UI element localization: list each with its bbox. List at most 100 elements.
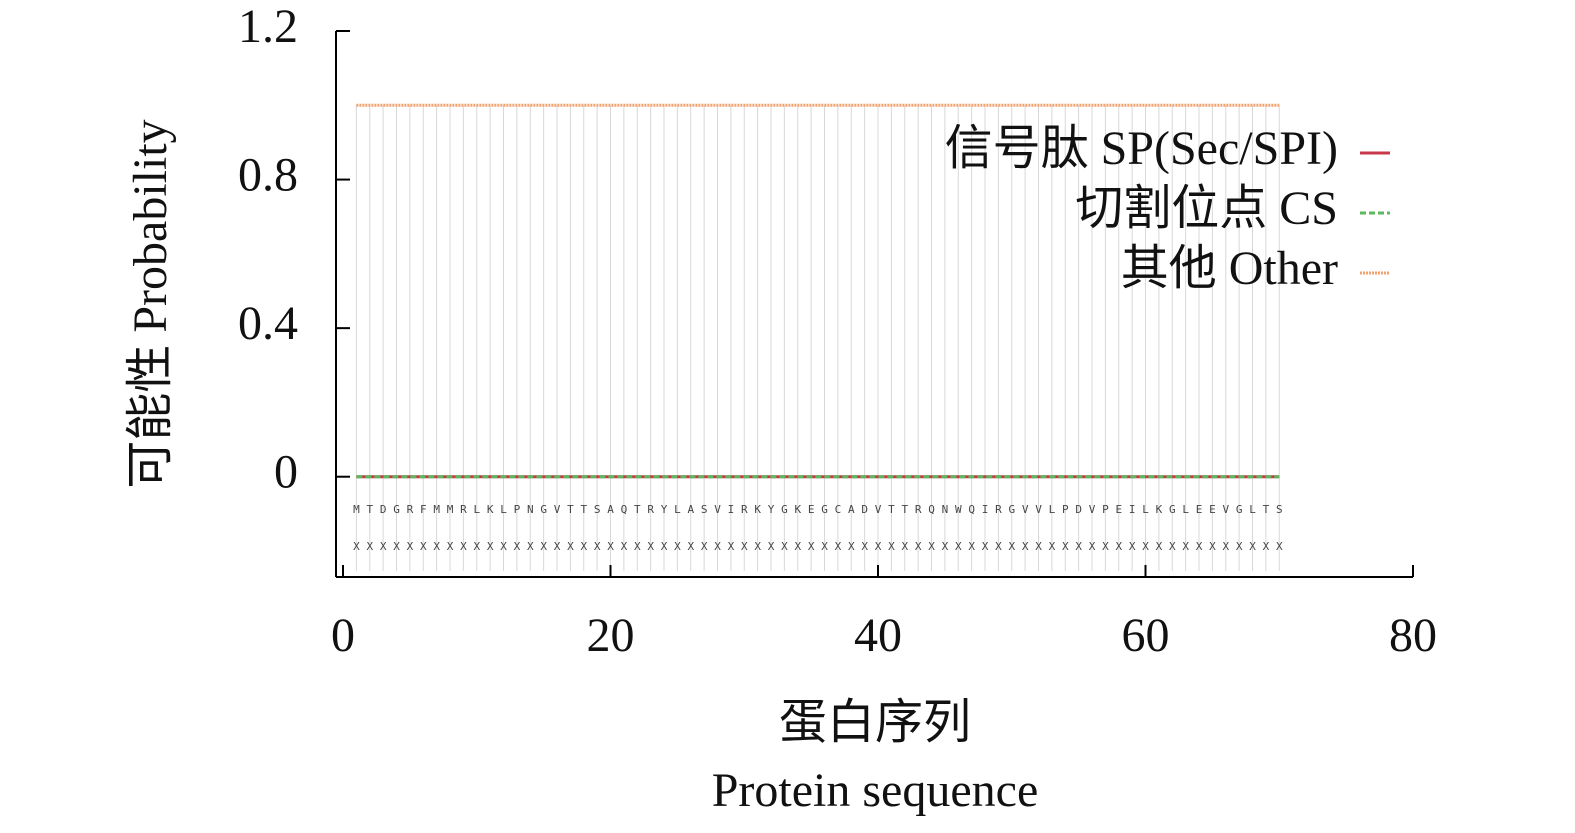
- annotation-label: X: [1035, 540, 1042, 553]
- annotation-label: X: [1089, 540, 1096, 553]
- annotation-label: X: [1222, 540, 1229, 553]
- residue-label: D: [861, 503, 868, 516]
- residue-label: P: [1102, 503, 1109, 516]
- annotation-label: X: [447, 540, 454, 553]
- residue-label: A: [607, 503, 614, 516]
- x-tick-label: 20: [587, 609, 635, 662]
- residue-label: V: [554, 503, 561, 516]
- residue-label: S: [1276, 503, 1283, 516]
- annotation-label: X: [366, 540, 373, 553]
- annotation-label: X: [460, 540, 467, 553]
- residue-label: E: [1196, 503, 1203, 516]
- annotation-label: X: [955, 540, 962, 553]
- annotation-label: X: [701, 540, 708, 553]
- annotation-label: X: [1263, 540, 1270, 553]
- residue-label: T: [567, 503, 574, 516]
- annotation-label: X: [527, 540, 534, 553]
- annotation-label: X: [393, 540, 400, 553]
- annotation-label: X: [1129, 540, 1136, 553]
- residue-label: P: [514, 503, 521, 516]
- annotation-label: X: [835, 540, 842, 553]
- residue-label: N: [942, 503, 949, 516]
- annotation-label: X: [487, 540, 494, 553]
- residue-label: A: [848, 503, 855, 516]
- residue-label: I: [728, 503, 735, 516]
- annotation-label: X: [794, 540, 801, 553]
- residue-label: V: [1022, 503, 1029, 516]
- residue-label: R: [460, 503, 467, 516]
- annotation-label: X: [942, 540, 949, 553]
- residue-label: E: [1209, 503, 1216, 516]
- residue-label: Y: [661, 503, 668, 516]
- annotation-label: X: [567, 540, 574, 553]
- annotation-label: X: [714, 540, 721, 553]
- annotation-label: X: [1008, 540, 1015, 553]
- residue-label: V: [1222, 503, 1229, 516]
- annotation-label: X: [781, 540, 788, 553]
- annotation-label: X: [661, 540, 668, 553]
- residue-label: T: [580, 503, 587, 516]
- annotation-label: X: [875, 540, 882, 553]
- residue-label: G: [1008, 503, 1015, 516]
- residue-label: L: [473, 503, 480, 516]
- annotation-label: X: [915, 540, 922, 553]
- residue-label: Y: [768, 503, 775, 516]
- residue-label: T: [366, 503, 373, 516]
- residue-label: T: [901, 503, 908, 516]
- annotation-label: X: [1156, 540, 1163, 553]
- annotation-label: X: [554, 540, 561, 553]
- residue-label: G: [393, 503, 400, 516]
- annotation-label: X: [514, 540, 521, 553]
- annotation-label: X: [1022, 540, 1029, 553]
- residue-label: R: [407, 503, 414, 516]
- annotation-label: X: [982, 540, 989, 553]
- x-tick-label: 40: [854, 609, 902, 662]
- residue-label: E: [808, 503, 815, 516]
- residue-label: K: [754, 503, 761, 516]
- residue-label: K: [1156, 503, 1163, 516]
- residue-label: L: [1182, 503, 1189, 516]
- annotation-label: X: [968, 540, 975, 553]
- annotation-label: X: [768, 540, 775, 553]
- annotation-label: X: [1142, 540, 1149, 553]
- annotation-label: X: [380, 540, 387, 553]
- annotation-label: X: [821, 540, 828, 553]
- annotation-label: X: [420, 540, 427, 553]
- residue-label: L: [500, 503, 507, 516]
- annotation-label: X: [433, 540, 440, 553]
- x-tick-label: 0: [331, 609, 355, 662]
- x-axis-label-en: Protein sequence: [712, 764, 1039, 817]
- residue-label: Q: [968, 503, 975, 516]
- residue-label: W: [955, 503, 962, 516]
- legend-label: 切割位点 CS: [1075, 182, 1338, 235]
- annotation-label: X: [1236, 540, 1243, 553]
- residue-label: S: [594, 503, 601, 516]
- y-tick-label: 0.8: [238, 149, 298, 202]
- residue-label: V: [1035, 503, 1042, 516]
- annotation-label: X: [473, 540, 480, 553]
- residue-label: C: [835, 503, 842, 516]
- residue-label: R: [915, 503, 922, 516]
- annotation-label: X: [594, 540, 601, 553]
- annotation-label: X: [634, 540, 641, 553]
- annotation-label: X: [1182, 540, 1189, 553]
- annotation-label: X: [754, 540, 761, 553]
- annotation-label: X: [808, 540, 815, 553]
- y-tick-label: 0.4: [238, 297, 298, 350]
- annotation-label: X: [901, 540, 908, 553]
- y-axis-label: 可能性 Probability: [124, 119, 177, 488]
- annotation-label: X: [1196, 540, 1203, 553]
- residue-label: R: [647, 503, 654, 516]
- residue-label: A: [687, 503, 694, 516]
- residue-label: G: [1169, 503, 1176, 516]
- residue-label: D: [380, 503, 387, 516]
- residue-label: S: [701, 503, 708, 516]
- residue-label: K: [794, 503, 801, 516]
- x-axis-label: 蛋白序列: [779, 696, 971, 749]
- residue-label: G: [540, 503, 547, 516]
- legend-label: 信号肽 SP(Sec/SPI): [945, 122, 1338, 175]
- residue-label: I: [1129, 503, 1136, 516]
- residue-label: T: [888, 503, 895, 516]
- legend-label: 其他 Other: [1121, 242, 1338, 295]
